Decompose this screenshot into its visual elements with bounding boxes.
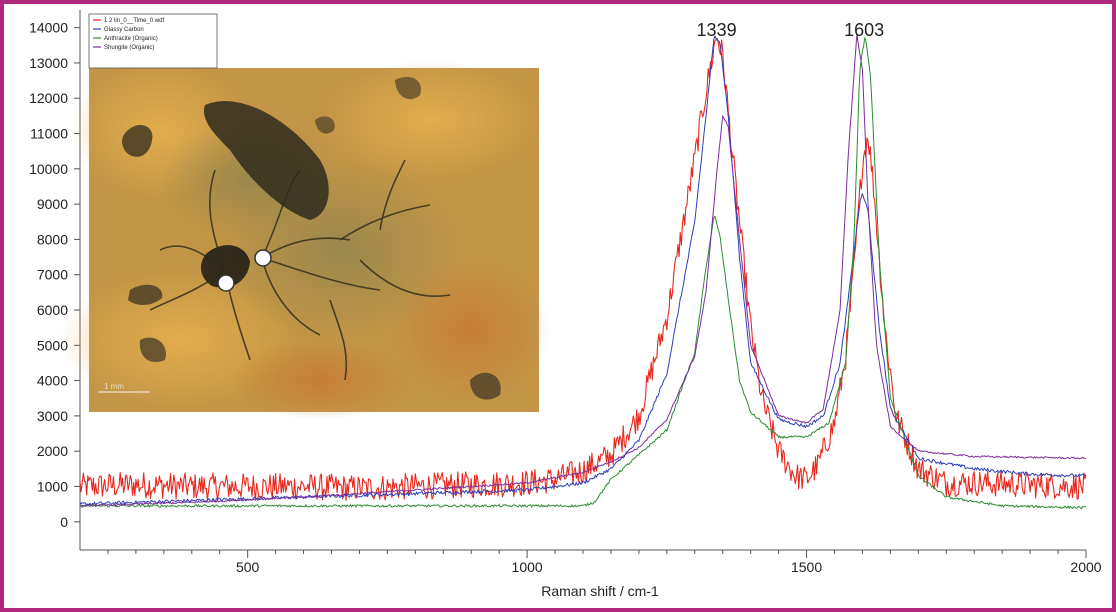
rock-patch — [320, 60, 540, 180]
filament-strand — [329, 299, 348, 381]
y-tick-label: 9000 — [37, 196, 68, 212]
series-line-1 — [80, 37, 1086, 502]
y-tick-label: 11000 — [30, 126, 68, 142]
fossil-dark-body — [315, 116, 335, 134]
y-tick-label: 13000 — [29, 55, 68, 71]
fossil-dark-body — [139, 337, 166, 362]
y-tick-label: 2000 — [37, 443, 68, 459]
x-tick-label: 2000 — [1070, 559, 1101, 575]
sample-marker — [254, 249, 272, 267]
legend-items: 1 2 lin_0__Time_0.wdf Glassy Carbon Anthra… — [93, 18, 164, 51]
fossil-dark-body — [200, 245, 250, 288]
filament-strand — [359, 259, 451, 298]
x-tick-label: 500 — [236, 559, 260, 575]
peak-label: 1339 — [697, 20, 737, 40]
legend-label: Anthracite (Organic) — [104, 36, 158, 42]
filament-strand — [339, 204, 431, 241]
sample-marker — [217, 274, 235, 292]
y-tick-label: 7000 — [37, 267, 68, 283]
series-line-3 — [80, 37, 1086, 509]
annotation-layer: 1339 1603 — [697, 20, 885, 40]
y-tick-label: 14000 — [29, 20, 68, 36]
filament-strand — [261, 257, 381, 291]
legend: 1 2 lin_0__Time_0.wdf Glassy Carbon Anthra… — [88, 13, 218, 69]
x-ticks: 500 1000 1500 2000 — [107, 550, 1102, 575]
fossil-dark-body — [395, 76, 421, 100]
y-tick-label: 6000 — [37, 302, 68, 318]
series-line-2 — [80, 35, 1086, 506]
filament-strand — [209, 169, 226, 271]
y-tick-label: 8000 — [37, 231, 68, 247]
y-tick-label: 1000 — [37, 478, 68, 494]
y-tick-label: 10000 — [29, 161, 68, 177]
fossil-dark-body — [204, 101, 329, 220]
peak-label: 1603 — [844, 20, 884, 40]
y-tick-label: 12000 — [29, 90, 68, 106]
filament-strand — [261, 169, 301, 259]
filament-strand — [149, 269, 226, 311]
x-tick-label: 1000 — [512, 559, 543, 575]
inset-micrograph: 1 mm — [60, 60, 550, 420]
y-tick-label: 0 — [60, 514, 68, 530]
filament-strand — [379, 159, 406, 231]
legend-label: 1 2 lin_0__Time_0.wdf — [104, 18, 164, 24]
fossil-dark-body — [128, 284, 163, 305]
fossil-dark-body — [470, 372, 501, 400]
rock-patch — [230, 340, 410, 420]
scale-label: 1 mm — [104, 382, 124, 391]
legend-box — [88, 13, 218, 69]
x-tick-label: 1500 — [791, 559, 822, 575]
y-tick-label: 3000 — [37, 408, 68, 424]
y-ticks: 0100020003000400050006000700080009000100… — [29, 20, 80, 530]
x-axis-title: Raman shift / cm-1 — [541, 583, 659, 599]
fossil-filaments — [149, 159, 451, 381]
series-line-4 — [80, 33, 1086, 508]
y-tick-label: 4000 — [37, 373, 68, 389]
legend-label: Glassy Carbon — [104, 27, 144, 33]
fossil-dark-body — [122, 125, 153, 157]
filament-strand — [159, 245, 226, 271]
series-layer — [80, 33, 1086, 509]
legend-label: Shungite (Organic) — [104, 45, 154, 51]
filament-strand — [261, 257, 321, 336]
